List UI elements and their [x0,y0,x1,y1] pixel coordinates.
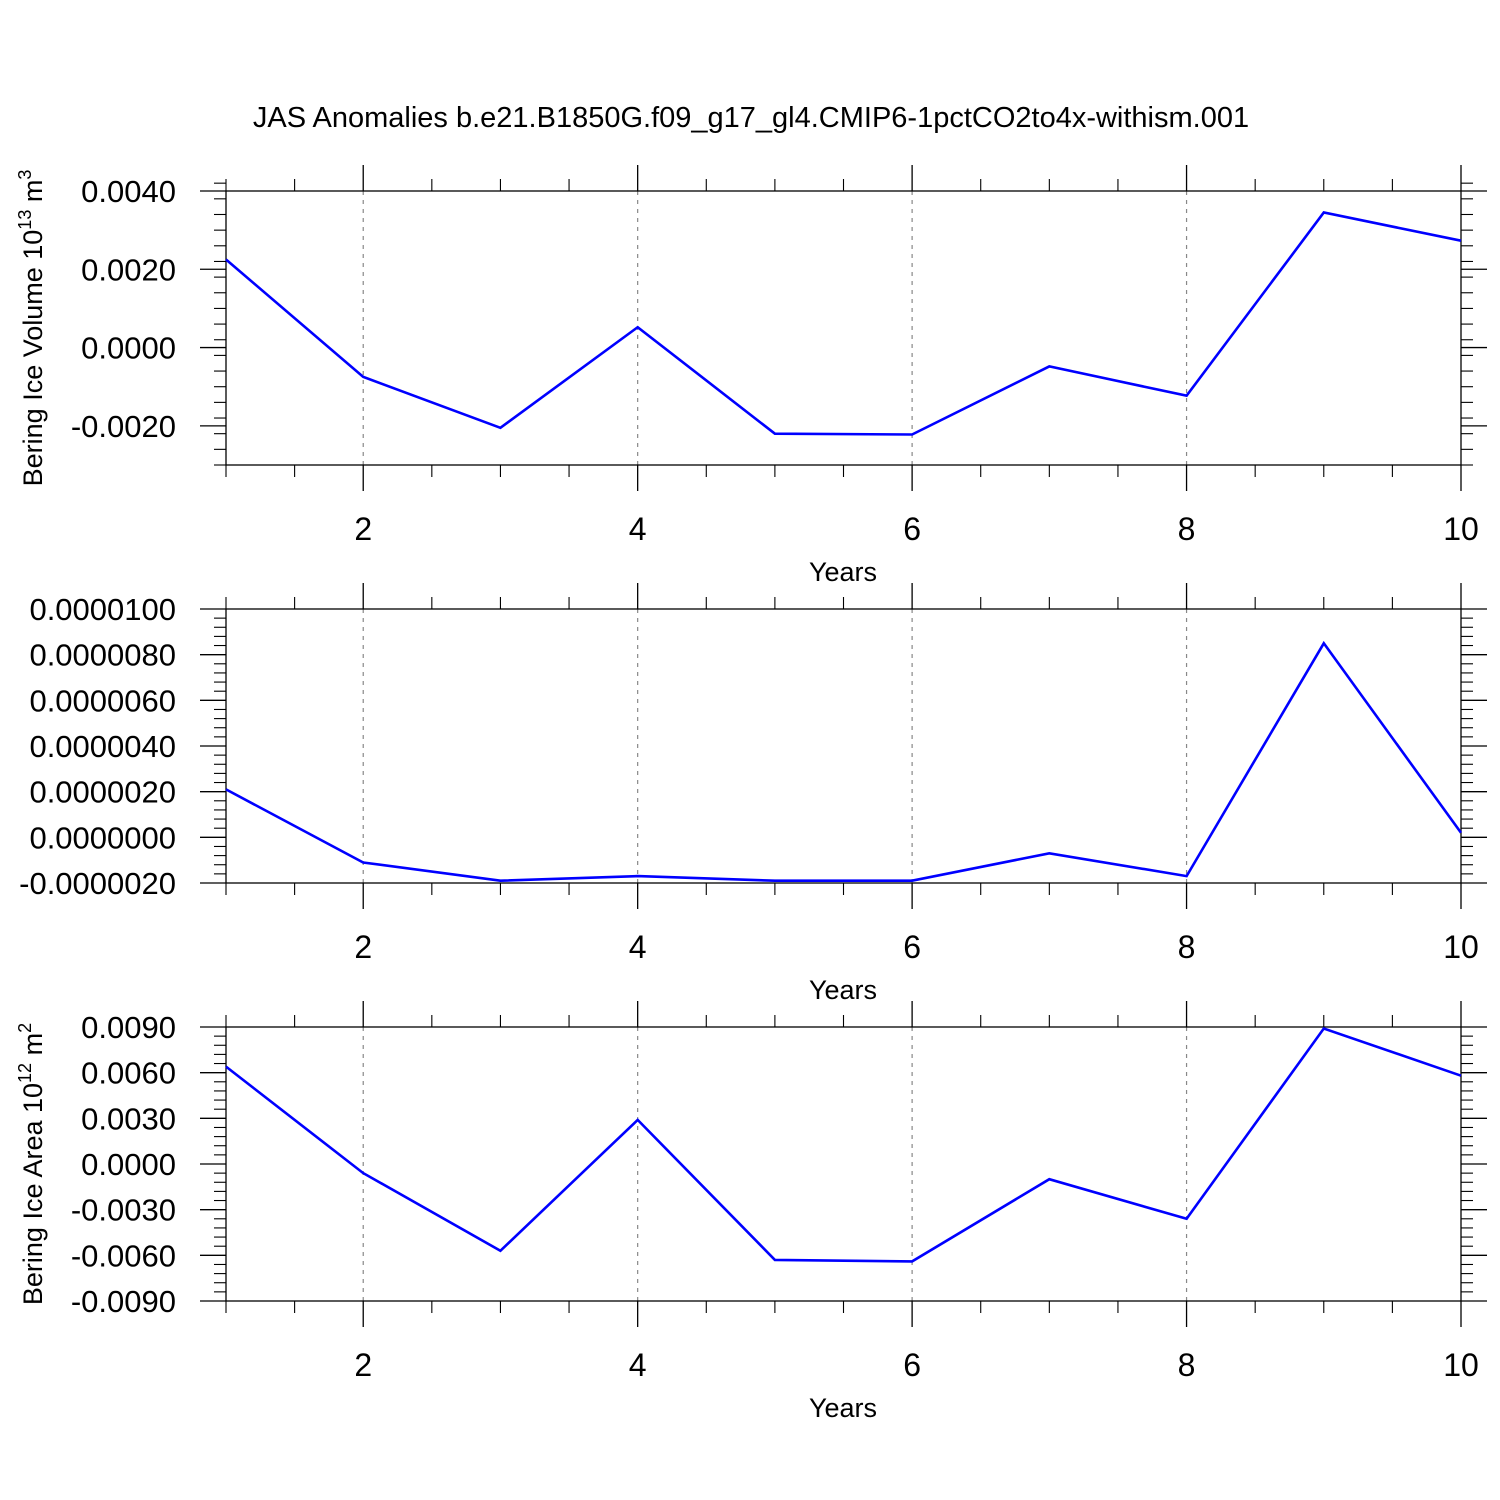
x-tick-label: 2 [354,929,372,965]
y-tick-label: -0.0020 [71,409,176,444]
plot-frame [225,190,1462,466]
x-axis-label: Years [809,975,877,1005]
x-tick-label: 8 [1178,1347,1196,1383]
y-tick-label: 0.0000020 [29,775,176,810]
y-tick-label: -0.0090 [71,1284,176,1319]
y-axis-label-unit-exponent: 2 [15,1023,35,1033]
x-tick-label: 4 [629,929,647,965]
y-tick-label: -0.0000020 [19,866,176,901]
plot-frame [225,608,1462,884]
y-axis-label: Bering Ice Volume 1013 m3 [15,170,48,487]
y-tick-label: 0.0090 [81,1010,176,1045]
x-axis-label: Years [809,557,877,587]
panel-2: 2 4 6 8 10 Years 0.0000100 0.0000080 0.0000060 0.… [19,583,1487,1005]
x-tick-label: 10 [1443,929,1479,965]
y-tick-label: 0.0000 [81,1147,176,1182]
y-tick-label: 0.0000 [81,331,176,366]
y-tick-label: 0.0000040 [29,729,176,764]
chart-title: JAS Anomalies b.e21.B1850G.f09_g17_gl4.C… [253,102,1249,134]
x-tick-label: 2 [354,1347,372,1383]
x-tick-label: 6 [903,929,921,965]
x-tick-label: 10 [1443,511,1479,547]
y-tick-label: -0.0030 [71,1193,176,1228]
y-tick-label: 0.0040 [81,174,176,209]
y-axis-label-text: Bering Ice Volume 10 [18,230,48,487]
y-axis-label-exponent: 12 [15,1063,35,1083]
series-line [225,1026,1462,1263]
x-tick-label: 10 [1443,1347,1479,1383]
y-axis-label-unit: m [18,180,48,210]
y-tick-label: 0.0030 [81,1101,176,1136]
x-tick-label: 4 [629,511,647,547]
y-axis-label: Bering Ice Area 1012 m2 [15,1023,48,1305]
y-axis-label-text: Bering Ice Area 10 [18,1083,48,1305]
y-tick-label: 0.0020 [81,252,176,287]
panel-1: 2 4 6 8 10 Years 0.0040 0.0020 0.0000 -0.0020 Beri… [15,165,1487,587]
panels: 2 4 6 8 10 Years 0.0040 0.0020 0.0000 -0.0020 Beri… [15,165,1487,1423]
x-tick-label: 6 [903,511,921,547]
series-line [225,640,1463,883]
y-tick-label: 0.0000000 [29,820,176,855]
x-tick-label: 6 [903,1347,921,1383]
panel-3: 2 4 6 8 10 Years 0.0090 0.0060 0.0030 0.0000 -0.00… [15,1001,1487,1423]
y-tick-label: 0.0000060 [29,683,176,718]
x-tick-label: 4 [629,1347,647,1383]
y-tick-label: 0.0000080 [29,638,176,673]
x-tick-label: 2 [354,511,372,547]
y-tick-label: -0.0060 [71,1238,176,1273]
y-axis-label-unit-exponent: 3 [15,170,35,180]
y-axis-label-unit: m [18,1033,48,1063]
y-tick-label: 0.0000100 [29,592,176,627]
x-axis-label: Years [809,1393,877,1423]
x-tick-label: 8 [1178,929,1196,965]
series-line [225,211,1462,436]
y-tick-label: 0.0060 [81,1056,176,1091]
x-tick-label: 8 [1178,511,1196,547]
y-axis-label-exponent: 13 [15,210,35,230]
